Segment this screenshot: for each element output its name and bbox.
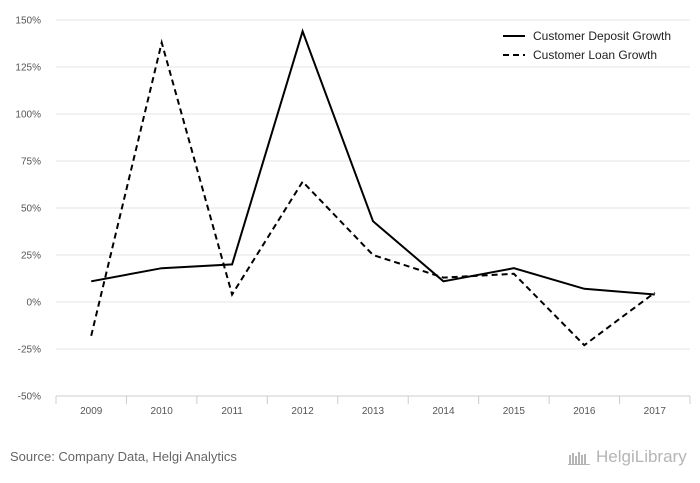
- series-group: [90, 28, 656, 347]
- y-tick-label: 0%: [27, 298, 42, 309]
- y-tick-label: 75%: [21, 157, 41, 168]
- x-tick-label: 2014: [432, 406, 455, 417]
- y-axis: 150% 125% 100% 75% 50% 25% 0% -25% -50%: [15, 16, 41, 403]
- x-tick-label: 2015: [503, 406, 526, 417]
- x-tick-label: 2017: [644, 406, 667, 417]
- x-axis: 2009 2010 2011 2012 2013 2014 2015 2016 2017: [55, 395, 691, 417]
- x-tick-label: 2011: [221, 406, 243, 417]
- grid: [56, 19, 690, 397]
- y-tick-label: -25%: [18, 345, 41, 356]
- legend: Customer Deposit Growth Customer Loan Gro…: [503, 29, 671, 62]
- x-tick-label: 2009: [80, 406, 103, 417]
- x-tick-label: 2012: [291, 406, 314, 417]
- series-line-0: [91, 28, 655, 296]
- brand-logo: HelgiLibrary: [568, 447, 687, 467]
- y-tick-label: 50%: [21, 204, 41, 215]
- y-tick-label: 125%: [15, 63, 41, 74]
- brand-name: HelgiLibrary: [596, 447, 687, 466]
- y-tick-label: 100%: [15, 110, 41, 121]
- series-line-1: [90, 38, 656, 347]
- y-tick-label: 25%: [21, 251, 41, 262]
- x-tick-label: 2010: [151, 406, 174, 417]
- source-note: Source: Company Data, Helgi Analytics: [10, 449, 237, 464]
- legend-label-1: Customer Loan Growth: [533, 48, 657, 62]
- y-tick-label: 150%: [15, 16, 41, 27]
- legend-label-0: Customer Deposit Growth: [533, 29, 671, 43]
- library-icon: [568, 452, 590, 465]
- x-tick-label: 2016: [573, 406, 596, 417]
- x-tick-label: 2013: [362, 406, 385, 417]
- y-tick-label: -50%: [18, 392, 41, 403]
